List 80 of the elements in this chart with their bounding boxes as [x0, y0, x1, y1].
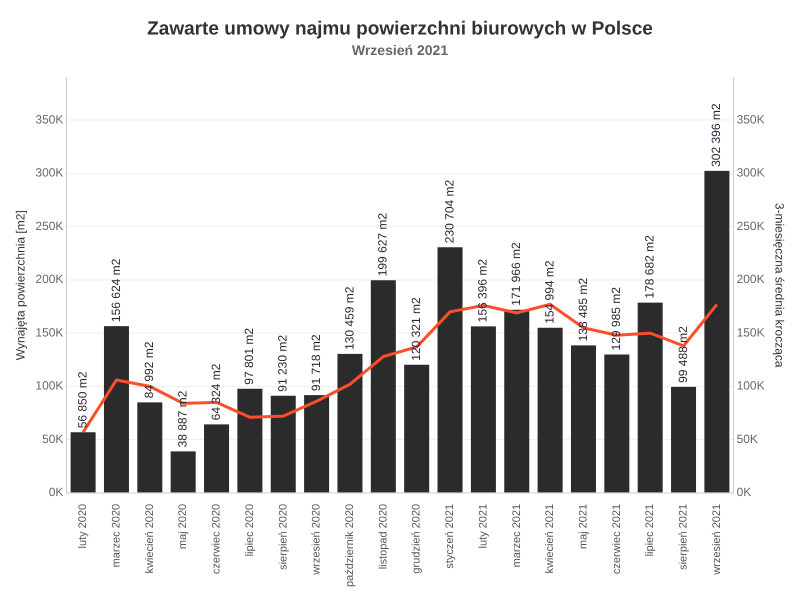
x-tick-label: grudzień 2020 — [410, 504, 423, 574]
y-tick-label: 50K — [42, 432, 64, 446]
x-tick-label: styczeń 2021 — [444, 504, 456, 569]
x-tick-label: maj 2020 — [177, 504, 190, 550]
data-label: 91 718 m2 — [308, 334, 323, 392]
x-tick-label: luty 2021 — [477, 504, 490, 548]
y2-tick-label: 300K — [736, 166, 765, 180]
data-label: 199 627 m2 — [376, 212, 390, 276]
data-label: 56 850 m2 — [75, 371, 90, 428]
data-label: 156 396 m2 — [476, 258, 490, 322]
data-label: 99 488 m2 — [676, 326, 690, 383]
x-tick-label: maj 2021 — [577, 504, 590, 550]
bar — [404, 364, 430, 492]
y-tick-label: 150K — [35, 325, 64, 340]
x-tick-label: marzec 2021 — [510, 504, 523, 568]
bar — [137, 402, 162, 492]
data-label: 130 459 m2 — [342, 286, 356, 350]
bar — [470, 326, 496, 492]
x-tick-label: lipiec 2020 — [244, 504, 256, 556]
bar — [704, 170, 730, 492]
bar — [70, 432, 96, 492]
bar — [204, 424, 230, 492]
data-label: 84 992 m2 — [142, 341, 156, 398]
bar — [671, 386, 696, 492]
x-tick-label: luty 2020 — [77, 504, 90, 548]
bar — [604, 354, 630, 492]
data-label: 38 887 m2 — [175, 390, 190, 448]
y-tick-label: 300K — [35, 166, 64, 180]
data-label: 302 396 m2 — [709, 103, 724, 167]
y-tick-label: 350K — [35, 112, 64, 126]
x-tick-label: czerwiec 2021 — [610, 504, 623, 574]
y2-tick-label: 0K — [736, 485, 752, 500]
y-tick-label: 200K — [35, 272, 64, 286]
bar — [237, 388, 262, 492]
x-tick-label: marzec 2020 — [110, 504, 122, 568]
y2-tick-label: 150K — [736, 325, 765, 340]
data-label: 178 682 m2 — [642, 234, 656, 299]
chart-title: Zawarte umowy najmu powierzchni biurowych w Polsce — [147, 18, 653, 40]
data-label: 230 704 m2 — [442, 179, 456, 244]
x-tick-label: czerwiec 2020 — [210, 504, 223, 574]
bar — [170, 451, 196, 492]
y-axis-title: Wynajęta powierzchnia [m2] — [14, 210, 28, 360]
bar — [638, 302, 663, 492]
x-tick-label: kwiecień 2021 — [544, 504, 556, 574]
x-tick-label: wrzesień 2020 — [310, 504, 323, 576]
x-tick-label: sierpień 2021 — [678, 504, 690, 570]
bar — [337, 354, 362, 492]
data-label: 91 230 m2 — [276, 334, 290, 392]
bar — [438, 247, 463, 492]
y-tick-label: 100K — [35, 378, 64, 393]
data-label: 154 994 m2 — [542, 260, 556, 324]
data-label: 120 321 m2 — [408, 297, 423, 361]
bar — [504, 310, 530, 492]
y2-tick-label: 350K — [736, 112, 765, 126]
data-label: 129 985 m2 — [609, 286, 624, 350]
x-tick-label: listopad 2020 — [377, 504, 390, 570]
y2-tick-label: 50K — [736, 432, 758, 446]
x-tick-label: kwiecień 2020 — [144, 504, 156, 574]
data-label: 156 624 m2 — [108, 258, 123, 322]
y-tick-label: 250K — [35, 218, 64, 233]
y2-tick-label: 200K — [736, 272, 765, 286]
data-label: 97 801 m2 — [242, 328, 256, 385]
y2-tick-label: 100K — [736, 378, 765, 393]
bar — [370, 280, 396, 492]
bar — [304, 395, 330, 492]
bar — [104, 326, 129, 492]
x-tick-label: sierpień 2020 — [277, 504, 290, 570]
y2-tick-label: 250K — [736, 218, 765, 233]
bar — [538, 328, 563, 492]
data-label: 138 485 m2 — [576, 278, 590, 342]
bar — [570, 345, 596, 492]
bar — [270, 396, 296, 492]
x-tick-label: wrzesień 2021 — [710, 504, 723, 576]
chart-subtitle: Wrzesień 2021 — [352, 42, 448, 58]
y-tick-label: 0K — [48, 485, 64, 500]
data-label: 64 324 m2 — [208, 363, 223, 420]
data-label: 171 966 m2 — [509, 242, 524, 306]
x-tick-label: lipiec 2021 — [644, 504, 656, 556]
x-tick-label: październik 2020 — [344, 504, 356, 588]
y2-axis-title: 3-miesięczna średnia krocząca — [772, 202, 786, 368]
